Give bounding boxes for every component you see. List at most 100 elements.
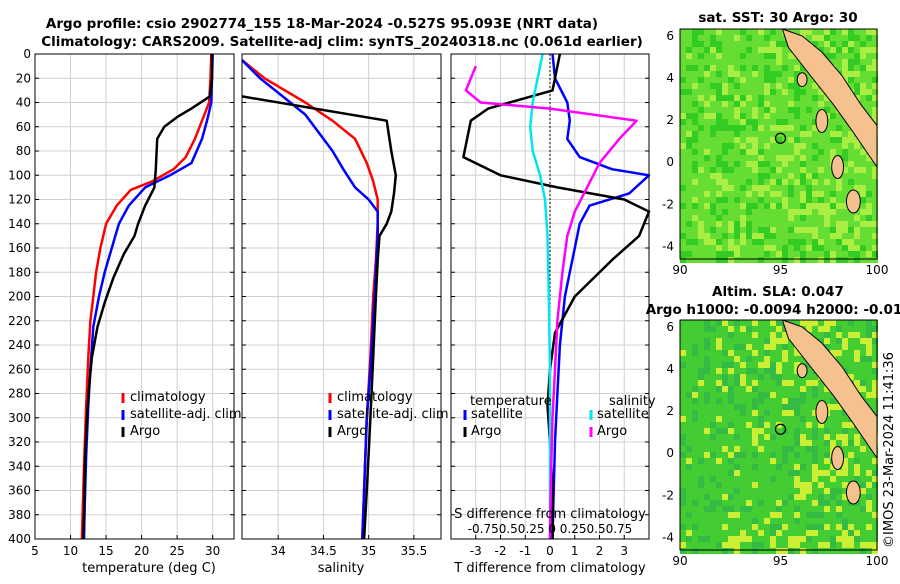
map-cell — [758, 548, 764, 554]
map-cell — [824, 215, 830, 221]
map-cell — [782, 392, 788, 398]
map-cell — [758, 173, 764, 179]
map-cell — [848, 215, 854, 221]
map-cell — [758, 71, 764, 77]
map-cell — [752, 227, 758, 233]
map-cell — [800, 119, 806, 125]
map-cell — [836, 203, 842, 209]
map-cell — [728, 215, 734, 221]
map-cell — [842, 35, 848, 41]
map-cell — [800, 470, 806, 476]
map-cell — [722, 548, 728, 554]
map-cell — [782, 53, 788, 59]
map-cell — [764, 203, 770, 209]
map-cell — [710, 506, 716, 512]
map-cell — [758, 203, 764, 209]
map-cell — [716, 524, 722, 530]
map-cell — [770, 368, 776, 374]
map-cell — [764, 506, 770, 512]
map-cell — [818, 101, 824, 107]
map-cell — [824, 47, 830, 53]
map-cell — [788, 155, 794, 161]
map-cell — [716, 197, 722, 203]
map-cell — [740, 392, 746, 398]
map-cell — [818, 251, 824, 257]
map-cell — [806, 203, 812, 209]
map-cell — [758, 368, 764, 374]
map-cell — [692, 35, 698, 41]
map-cell — [686, 107, 692, 113]
map-cell — [728, 209, 734, 215]
map-cell — [752, 185, 758, 191]
map-cell — [830, 494, 836, 500]
map-cell — [818, 209, 824, 215]
map-cell — [776, 113, 782, 119]
map-cell — [842, 209, 848, 215]
y-tick-label: 340 — [8, 459, 31, 473]
map-cell — [704, 452, 710, 458]
map-cell — [770, 452, 776, 458]
map-cell — [704, 35, 710, 41]
map-cell — [830, 338, 836, 344]
map-cell — [782, 107, 788, 113]
series-line-climatology — [241, 59, 379, 540]
map-cell — [806, 416, 812, 422]
map-cell — [680, 197, 686, 203]
map-cell — [854, 239, 860, 245]
map-cell — [752, 374, 758, 380]
map-cell — [830, 512, 836, 518]
map-cell — [728, 434, 734, 440]
map-cell — [746, 149, 752, 155]
map-cell — [806, 422, 812, 428]
map-cell — [848, 185, 854, 191]
map-cell — [830, 203, 836, 209]
map-cell — [758, 542, 764, 548]
map-cell — [806, 149, 812, 155]
map-cell — [842, 245, 848, 251]
map-cell — [680, 356, 686, 362]
map-cell — [854, 35, 860, 41]
map-cell — [848, 221, 854, 227]
x-tick-label: 30 — [205, 544, 220, 558]
map-cell — [722, 149, 728, 155]
map-cell — [830, 113, 836, 119]
map-cell — [716, 167, 722, 173]
map-cell — [716, 179, 722, 185]
map-cell — [716, 416, 722, 422]
map-cell — [752, 95, 758, 101]
map-cell — [734, 422, 740, 428]
map-cell — [716, 185, 722, 191]
map-cell — [794, 512, 800, 518]
map-cell — [746, 338, 752, 344]
map-cell — [722, 251, 728, 257]
map-cell — [734, 137, 740, 143]
map-cell — [776, 209, 782, 215]
map-cell — [854, 374, 860, 380]
map-cell — [680, 59, 686, 65]
map-cell — [788, 446, 794, 452]
map-cell — [746, 410, 752, 416]
map-cell — [740, 167, 746, 173]
figure-title-line1: Argo profile: csio 2902774_155 18-Mar-20… — [46, 16, 598, 32]
map-cell — [716, 53, 722, 59]
map-cell — [734, 197, 740, 203]
map-cell — [740, 428, 746, 434]
map-cell — [800, 536, 806, 542]
x-tick-label: -3 — [470, 544, 482, 558]
map-cell — [770, 446, 776, 452]
map-cell — [830, 410, 836, 416]
map-cell — [704, 185, 710, 191]
map-cell — [854, 215, 860, 221]
map-cell — [758, 95, 764, 101]
map-cell — [872, 338, 878, 344]
map-cell — [692, 29, 698, 35]
map-cell — [740, 245, 746, 251]
map-cell — [776, 530, 782, 536]
map-cell — [692, 446, 698, 452]
map-cell — [728, 488, 734, 494]
map-cell — [680, 95, 686, 101]
map-cell — [722, 452, 728, 458]
map-cell — [752, 83, 758, 89]
map-cell — [698, 410, 704, 416]
map-cell — [716, 380, 722, 386]
